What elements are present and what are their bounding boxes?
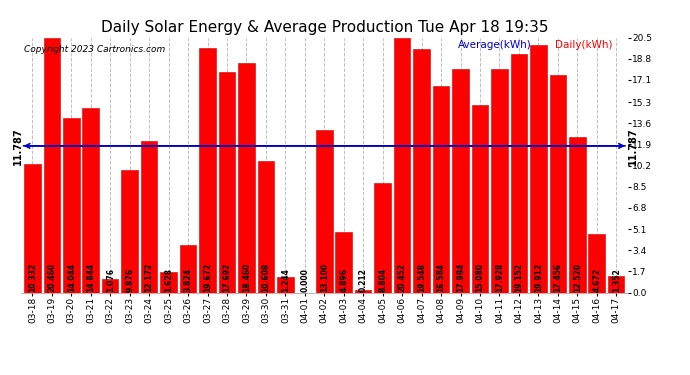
- Text: 4.896: 4.896: [339, 267, 348, 291]
- Bar: [413, 50, 430, 292]
- Bar: [219, 72, 235, 292]
- Bar: [238, 63, 255, 292]
- Bar: [375, 183, 391, 292]
- Text: Copyright 2023 Cartronics.com: Copyright 2023 Cartronics.com: [23, 45, 165, 54]
- Text: 14.844: 14.844: [86, 262, 95, 291]
- Text: 4.672: 4.672: [592, 267, 601, 291]
- Text: 1.352: 1.352: [612, 268, 621, 291]
- Text: 18.460: 18.460: [242, 262, 251, 291]
- Text: 10.332: 10.332: [28, 262, 37, 291]
- Bar: [394, 38, 411, 292]
- Text: 11.787: 11.787: [13, 127, 23, 165]
- Text: 8.804: 8.804: [378, 267, 387, 291]
- Text: 1.244: 1.244: [281, 268, 290, 291]
- Text: 9.876: 9.876: [125, 267, 134, 291]
- Bar: [63, 118, 79, 292]
- Text: 10.608: 10.608: [262, 262, 270, 291]
- Text: Average(kWh): Average(kWh): [458, 40, 531, 50]
- Bar: [608, 276, 624, 292]
- Bar: [121, 170, 138, 292]
- Text: Daily(kWh): Daily(kWh): [555, 40, 613, 50]
- Bar: [589, 234, 605, 292]
- Bar: [102, 279, 119, 292]
- Text: 19.672: 19.672: [203, 262, 212, 291]
- Text: 0.212: 0.212: [359, 268, 368, 291]
- Bar: [83, 108, 99, 292]
- Bar: [530, 45, 546, 292]
- Text: 12.520: 12.520: [573, 262, 582, 291]
- Text: 17.928: 17.928: [495, 262, 504, 291]
- Text: 17.692: 17.692: [222, 262, 231, 291]
- Title: Daily Solar Energy & Average Production Tue Apr 18 19:35: Daily Solar Energy & Average Production …: [101, 20, 548, 35]
- Bar: [199, 48, 216, 292]
- Text: 1.076: 1.076: [106, 267, 115, 291]
- Text: 14.044: 14.044: [67, 262, 76, 291]
- Bar: [160, 272, 177, 292]
- Text: 3.824: 3.824: [184, 267, 193, 291]
- Text: 0.000: 0.000: [300, 268, 309, 291]
- Bar: [316, 129, 333, 292]
- Bar: [277, 277, 294, 292]
- Text: 17.984: 17.984: [456, 262, 465, 291]
- Bar: [355, 290, 371, 292]
- Text: 19.152: 19.152: [515, 262, 524, 291]
- Text: 1.628: 1.628: [164, 267, 173, 291]
- Text: 15.080: 15.080: [475, 262, 484, 291]
- Bar: [511, 54, 527, 292]
- Text: 17.456: 17.456: [553, 262, 562, 291]
- Text: 19.912: 19.912: [534, 262, 543, 291]
- Bar: [24, 164, 41, 292]
- Bar: [335, 232, 352, 292]
- Bar: [549, 75, 566, 292]
- Text: 19.548: 19.548: [417, 262, 426, 291]
- Bar: [452, 69, 469, 292]
- Bar: [180, 245, 197, 292]
- Bar: [433, 86, 449, 292]
- Text: 13.100: 13.100: [319, 262, 329, 291]
- Text: 16.584: 16.584: [437, 262, 446, 291]
- Bar: [257, 160, 274, 292]
- Text: 20.452: 20.452: [397, 262, 406, 291]
- Bar: [472, 105, 489, 292]
- Bar: [43, 38, 60, 292]
- Bar: [569, 137, 586, 292]
- Bar: [141, 141, 157, 292]
- Text: 12.172: 12.172: [145, 262, 154, 291]
- Text: 20.460: 20.460: [48, 262, 57, 291]
- Bar: [491, 69, 508, 292]
- Text: 11.787: 11.787: [628, 127, 638, 165]
